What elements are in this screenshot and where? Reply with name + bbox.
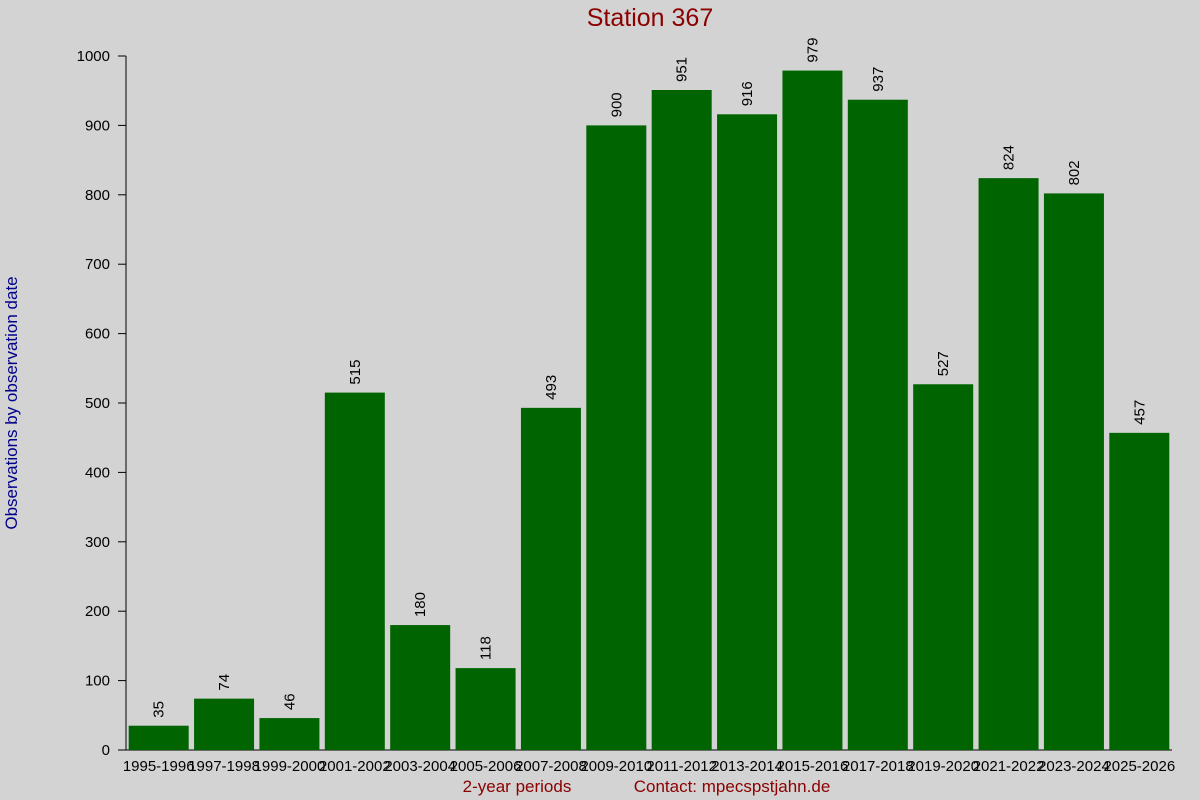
y-tick-label: 400 xyxy=(85,464,110,481)
x-tick-label: 2007-2008 xyxy=(515,758,587,775)
bar xyxy=(913,384,974,750)
bar xyxy=(520,407,581,750)
x-tick-label: 1999-2000 xyxy=(254,758,326,775)
bar xyxy=(324,392,385,750)
value-label: 527 xyxy=(935,351,952,376)
x-tick-label: 2025-2026 xyxy=(1103,758,1175,775)
x-tick-label: 2003-2004 xyxy=(384,758,456,775)
bar xyxy=(586,125,647,750)
y-axis-label: Observations by observation date xyxy=(2,276,21,529)
value-label: 916 xyxy=(739,81,756,106)
chart-title: Station 367 xyxy=(587,4,714,32)
y-tick-label: 200 xyxy=(85,603,110,620)
bar xyxy=(782,70,843,751)
value-label: 457 xyxy=(1131,400,1148,425)
x-tick-label: 1997-1998 xyxy=(188,758,260,775)
value-label: 900 xyxy=(608,92,625,117)
bar xyxy=(259,718,320,750)
value-label: 493 xyxy=(543,375,560,400)
y-tick-label: 900 xyxy=(85,117,110,134)
y-tick-label: 100 xyxy=(85,673,110,690)
bar xyxy=(847,99,908,751)
x-tick-label: 1995-1996 xyxy=(123,758,195,775)
value-label: 951 xyxy=(674,57,691,82)
y-tick-label: 600 xyxy=(85,326,110,343)
value-label: 74 xyxy=(216,674,233,691)
value-label: 118 xyxy=(478,636,495,660)
x-tick-label: 2011-2012 xyxy=(646,758,717,775)
y-tick-label: 500 xyxy=(85,395,110,412)
bar xyxy=(717,114,778,750)
x-tick-label: 2009-2010 xyxy=(580,758,652,775)
bar xyxy=(651,90,712,751)
bar xyxy=(128,725,189,750)
y-tick-label: 1000 xyxy=(77,48,110,65)
x-axis-label: 2-year periods xyxy=(463,777,572,796)
contact-note: Contact: mpecspstjahn.de xyxy=(634,777,831,796)
y-tick-label: 0 xyxy=(102,742,110,759)
y-tick-label: 700 xyxy=(85,256,110,273)
x-tick-label: 2023-2024 xyxy=(1038,758,1110,775)
x-tick-label: 2015-2016 xyxy=(777,758,849,775)
y-tick-label: 300 xyxy=(85,534,110,551)
x-tick-label: 2001-2002 xyxy=(319,758,391,775)
bar xyxy=(194,698,255,750)
x-tick-label: 2013-2014 xyxy=(711,758,783,775)
bar xyxy=(1109,432,1170,750)
bar xyxy=(455,668,516,750)
bar xyxy=(390,625,451,750)
x-tick-label: 2005-2006 xyxy=(450,758,522,775)
value-label: 824 xyxy=(1001,145,1018,170)
bar xyxy=(1043,193,1104,751)
value-label: 515 xyxy=(347,360,364,385)
x-tick-label: 2021-2022 xyxy=(973,758,1045,775)
value-label: 802 xyxy=(1066,160,1083,185)
value-label: 35 xyxy=(151,701,168,718)
value-label: 979 xyxy=(804,38,821,63)
value-label: 937 xyxy=(870,67,887,92)
x-tick-label: 2017-2018 xyxy=(842,758,914,775)
value-label: 180 xyxy=(412,592,429,617)
value-label: 46 xyxy=(281,693,298,710)
x-tick-label: 2019-2020 xyxy=(907,758,979,775)
y-tick-label: 800 xyxy=(85,187,110,204)
bar xyxy=(978,178,1039,751)
